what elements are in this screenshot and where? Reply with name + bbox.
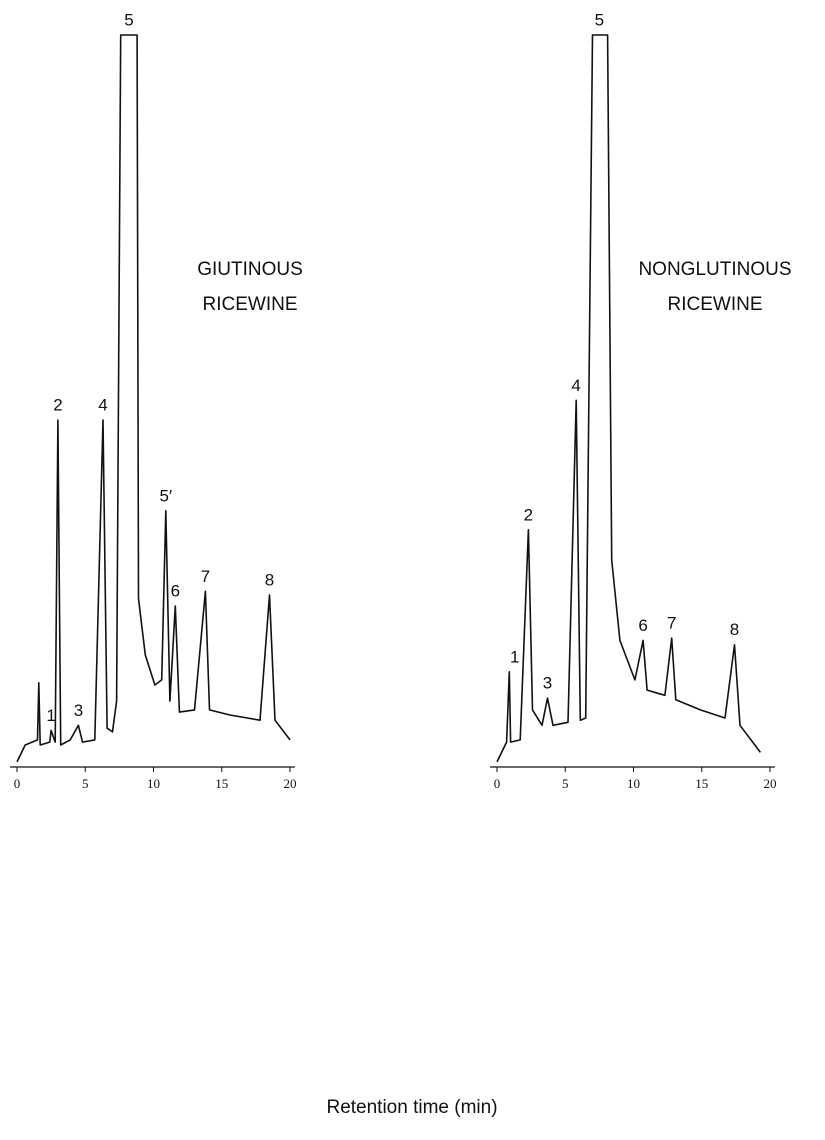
peak-label: 3 bbox=[74, 701, 83, 720]
sample-title: GIUTINOUS bbox=[197, 259, 303, 280]
peak-label: 7 bbox=[201, 567, 210, 586]
sample-title: RICEWINE bbox=[668, 294, 763, 315]
x-tick-label: 20 bbox=[284, 776, 297, 791]
peak-label: 7 bbox=[667, 614, 676, 633]
peak-label: 4 bbox=[98, 396, 107, 415]
peak-label: 2 bbox=[524, 505, 533, 524]
peak-label: 8 bbox=[265, 570, 274, 589]
trace bbox=[16, 34, 291, 763]
peak-label: 8 bbox=[730, 620, 739, 639]
peak-label: 4 bbox=[571, 376, 580, 395]
x-tick-label: 10 bbox=[147, 776, 160, 791]
peak-label: 6 bbox=[638, 616, 647, 635]
peak-label: 5 bbox=[595, 10, 604, 29]
x-tick-label: 15 bbox=[695, 776, 708, 791]
peak-label: 1 bbox=[46, 706, 55, 725]
sample-title: NONGLUTINOUS bbox=[638, 259, 791, 280]
x-tick-label: 10 bbox=[627, 776, 640, 791]
sample-title: RICEWINE bbox=[203, 294, 298, 315]
peak-label: 1 bbox=[510, 647, 519, 666]
x-tick-label: 20 bbox=[764, 776, 777, 791]
peak-label: 2 bbox=[53, 396, 62, 415]
peak-label: 6 bbox=[171, 581, 180, 600]
peak-label: 5′ bbox=[159, 486, 172, 505]
peak-label: 3 bbox=[543, 674, 552, 693]
x-tick-label: 5 bbox=[82, 776, 89, 791]
x-tick-label: 5 bbox=[562, 776, 569, 791]
x-tick-label: 15 bbox=[215, 776, 228, 791]
x-axis-label: Retention time (min) bbox=[326, 1097, 497, 1118]
trace bbox=[496, 34, 762, 763]
peak-label: 5 bbox=[124, 10, 133, 29]
x-tick-label: 0 bbox=[14, 776, 21, 791]
x-tick-label: 0 bbox=[494, 776, 501, 791]
